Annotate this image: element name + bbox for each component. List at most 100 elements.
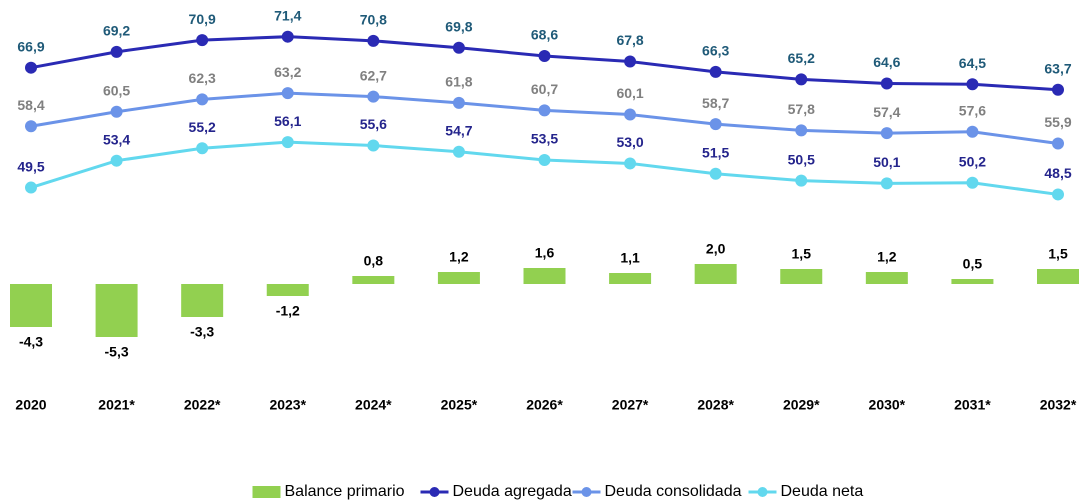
- legend-swatch: [252, 486, 281, 498]
- point: [1052, 83, 1064, 96]
- point: [795, 124, 808, 137]
- data-label: 56,1: [274, 113, 301, 129]
- data-label: 66,3: [702, 43, 729, 59]
- point: [452, 41, 465, 54]
- data-label: 1,2: [449, 249, 469, 265]
- data-label: 51,5: [702, 144, 729, 160]
- point: [709, 65, 722, 78]
- point: [880, 177, 893, 190]
- data-label: -3,3: [190, 324, 214, 340]
- x-tick-label: 2022*: [184, 397, 221, 413]
- data-label: 70,9: [189, 11, 216, 27]
- data-label: 1,1: [620, 250, 640, 266]
- data-label: 1,5: [792, 246, 812, 262]
- data-label: 55,6: [360, 116, 387, 132]
- bar: [523, 268, 566, 284]
- point: [880, 77, 893, 90]
- point: [367, 90, 380, 103]
- point: [196, 93, 209, 106]
- data-label: 53,4: [103, 131, 130, 147]
- data-label: 69,2: [103, 23, 130, 39]
- point: [196, 142, 209, 155]
- point: [795, 174, 808, 187]
- data-label: 64,6: [873, 54, 900, 70]
- data-label: 50,5: [788, 151, 815, 167]
- x-tick-label: 2025*: [441, 397, 478, 413]
- point: [538, 49, 551, 62]
- legend-label: Balance primario: [285, 483, 405, 500]
- bar: [609, 273, 652, 284]
- point: [281, 87, 294, 100]
- data-label: 53,0: [616, 134, 643, 150]
- data-label: 55,9: [1044, 114, 1071, 130]
- point: [196, 34, 209, 47]
- point: [538, 154, 551, 166]
- bar: [437, 272, 480, 284]
- legend-marker: [581, 487, 592, 497]
- legend-label: Deuda consolidada: [605, 483, 742, 500]
- point: [624, 55, 637, 68]
- x-tick-label: 2023*: [269, 397, 306, 413]
- x-tick-label: 2021*: [98, 397, 135, 413]
- bar: [694, 264, 737, 284]
- point: [538, 104, 551, 117]
- data-label: 48,5: [1044, 165, 1071, 181]
- x-tick-label: 2032*: [1040, 397, 1077, 413]
- data-label: 71,4: [274, 7, 301, 23]
- legend-marker: [429, 487, 440, 497]
- data-label: 50,1: [873, 154, 900, 170]
- point: [795, 73, 808, 86]
- point: [1052, 137, 1064, 150]
- point: [966, 176, 979, 189]
- data-label: 2,0: [706, 241, 726, 257]
- point: [452, 145, 465, 158]
- x-tick-label: 2026*: [526, 397, 563, 413]
- bar: [1037, 269, 1079, 284]
- point: [281, 136, 294, 149]
- data-label: -4,3: [19, 334, 43, 350]
- data-label: 68,6: [531, 27, 558, 43]
- data-label: 60,7: [531, 81, 558, 97]
- x-tick-label: 2028*: [697, 397, 734, 413]
- point: [624, 108, 637, 121]
- point: [624, 157, 637, 170]
- data-label: 62,7: [360, 67, 387, 83]
- bar: [181, 284, 224, 317]
- bar: [95, 284, 138, 337]
- point: [880, 127, 893, 140]
- point: [110, 154, 123, 167]
- data-label: 70,8: [360, 12, 387, 28]
- x-tick-label: 2027*: [612, 397, 649, 413]
- data-label: 53,5: [531, 131, 558, 147]
- point: [367, 139, 380, 152]
- x-tick-label: 2031*: [954, 397, 991, 413]
- data-label: 65,2: [788, 50, 815, 66]
- x-tick-label: 2024*: [355, 397, 392, 413]
- data-label: 54,7: [445, 122, 472, 138]
- point: [110, 105, 123, 118]
- point: [25, 120, 37, 133]
- line: [30, 140, 1059, 196]
- data-label: -1,2: [276, 303, 300, 319]
- data-label: 58,4: [17, 97, 44, 113]
- point: [25, 61, 37, 74]
- legend-marker: [757, 487, 768, 497]
- x-tick-label: 2030*: [869, 397, 906, 413]
- bar: [352, 276, 395, 284]
- x-tick-label: 2020: [15, 397, 46, 413]
- data-label: 64,5: [959, 55, 986, 71]
- point: [281, 30, 294, 43]
- data-label: 63,2: [274, 64, 301, 80]
- bar: [266, 284, 309, 296]
- data-label: 69,8: [445, 18, 472, 34]
- data-label: -5,3: [105, 344, 129, 360]
- bar: [10, 284, 52, 327]
- point: [709, 167, 722, 180]
- legend-label: Deuda agregada: [453, 483, 572, 500]
- data-label: 60,5: [103, 82, 130, 98]
- data-label: 57,4: [873, 104, 900, 120]
- point: [110, 45, 123, 58]
- data-label: 1,2: [877, 249, 897, 265]
- data-label: 57,6: [959, 102, 986, 118]
